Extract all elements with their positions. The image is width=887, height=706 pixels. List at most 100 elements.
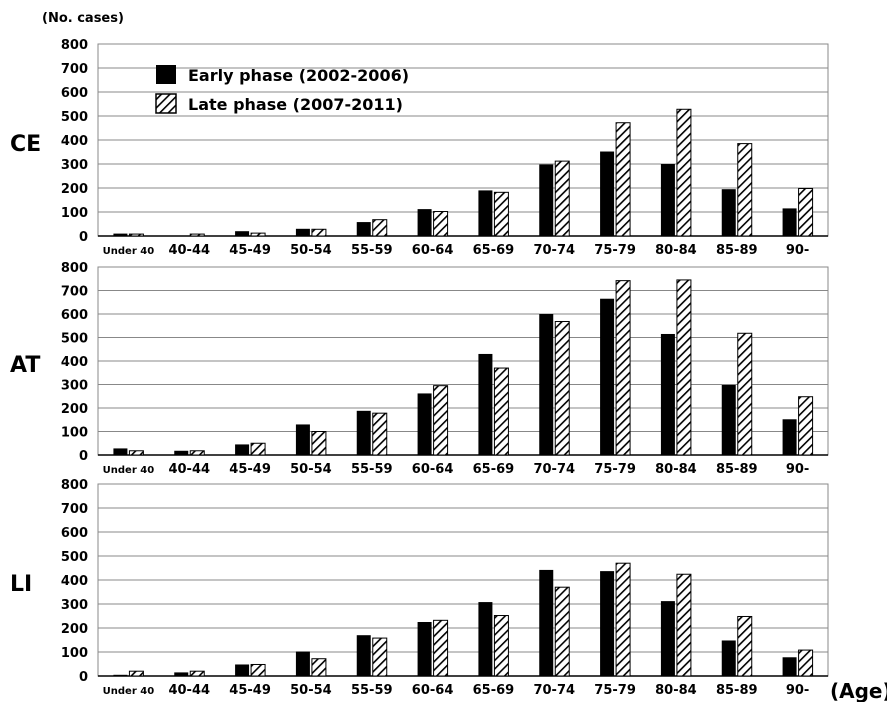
x-tick-label: 90-	[786, 243, 810, 258]
bar-early-2	[235, 664, 249, 676]
bar-late-9	[677, 280, 691, 455]
x-tick-label: 50-54	[290, 462, 332, 477]
legend-swatch-early	[156, 65, 176, 84]
y-tick-label: 400	[61, 134, 88, 149]
y-tick-label: 500	[61, 550, 88, 565]
x-tick-label: Under 40	[103, 246, 155, 257]
bar-late-5	[434, 386, 448, 455]
x-tick-label: 70-74	[533, 462, 575, 477]
x-tick-label: 80-84	[655, 462, 697, 477]
bar-late-10	[738, 333, 752, 455]
bar-early-9	[661, 164, 675, 236]
legend-label-late: Late phase (2007-2011)	[188, 95, 403, 114]
x-tick-label: 85-89	[716, 243, 758, 258]
bar-early-11	[783, 419, 797, 455]
y-tick-label: 200	[61, 622, 88, 637]
x-tick-label: 65-69	[473, 683, 515, 698]
panel-label: LI	[10, 572, 32, 597]
bar-late-8	[616, 123, 630, 236]
bar-early-10	[722, 385, 736, 455]
y-tick-label: 800	[61, 478, 88, 493]
y-tick-label: 300	[61, 598, 88, 613]
y-tick-label: 300	[61, 379, 88, 394]
bar-late-2	[251, 233, 265, 236]
bar-early-3	[296, 229, 310, 236]
y-tick-label: 600	[61, 86, 88, 101]
bar-early-6	[478, 190, 492, 236]
bar-late-6	[494, 368, 508, 455]
bar-early-1	[174, 672, 188, 676]
bar-late-7	[555, 587, 569, 676]
bar-late-11	[799, 188, 813, 236]
x-tick-label: 65-69	[473, 462, 515, 477]
x-tick-label: 75-79	[594, 683, 636, 698]
bar-late-0	[129, 234, 143, 236]
y-tick-label: 400	[61, 355, 88, 370]
panel-label: CE	[10, 132, 41, 157]
bar-late-10	[738, 144, 752, 236]
bar-early-6	[478, 602, 492, 676]
x-tick-label: 60-64	[412, 462, 454, 477]
bar-early-0	[113, 675, 127, 676]
bar-early-2	[235, 231, 249, 236]
bar-early-1	[174, 451, 188, 455]
x-tick-label: 60-64	[412, 243, 454, 258]
x-tick-label: 40-44	[168, 462, 210, 477]
x-tick-label: 45-49	[229, 462, 271, 477]
bar-early-9	[661, 601, 675, 676]
x-tick-label: 55-59	[351, 683, 393, 698]
x-tick-label: Under 40	[103, 465, 155, 476]
bar-early-0	[113, 448, 127, 455]
bar-late-2	[251, 664, 265, 676]
y-tick-label: 300	[61, 158, 88, 173]
y-tick-label: 600	[61, 526, 88, 541]
bar-early-8	[600, 152, 614, 236]
bar-late-4	[373, 638, 387, 676]
x-tick-label: 40-44	[168, 243, 210, 258]
bar-early-4	[357, 411, 371, 455]
bar-early-4	[357, 222, 371, 236]
y-tick-label: 700	[61, 502, 88, 517]
bar-early-4	[357, 635, 371, 676]
x-tick-label: 45-49	[229, 683, 271, 698]
bar-late-1	[190, 671, 204, 676]
x-tick-label: 85-89	[716, 462, 758, 477]
x-tick-label: 70-74	[533, 683, 575, 698]
bar-early-3	[296, 424, 310, 455]
x-tick-label: 70-74	[533, 243, 575, 258]
y-tick-label: 200	[61, 402, 88, 417]
legend-label-early: Early phase (2002-2006)	[188, 66, 409, 85]
bar-early-10	[722, 640, 736, 676]
x-tick-label: 55-59	[351, 462, 393, 477]
x-tick-label: 65-69	[473, 243, 515, 258]
bar-late-8	[616, 281, 630, 455]
bar-late-9	[677, 574, 691, 676]
x-tick-label: 55-59	[351, 243, 393, 258]
bar-late-11	[799, 650, 813, 676]
y-tick-label: 500	[61, 110, 88, 125]
legend: Early phase (2002-2006) Late phase (2007…	[156, 65, 409, 114]
x-tick-label: 60-64	[412, 683, 454, 698]
bar-early-3	[296, 652, 310, 676]
bar-early-5	[418, 393, 432, 455]
x-tick-label: 75-79	[594, 243, 636, 258]
bar-late-8	[616, 563, 630, 676]
x-tick-label: 80-84	[655, 243, 697, 258]
y-tick-label: 700	[61, 285, 88, 300]
y-tick-label: 500	[61, 332, 88, 347]
bar-early-8	[600, 299, 614, 455]
bar-early-7	[539, 164, 553, 236]
bar-late-1	[190, 451, 204, 455]
y-tick-label: 100	[61, 646, 88, 661]
bar-late-4	[373, 413, 387, 455]
y-tick-label: 100	[61, 426, 88, 441]
x-tick-label: Under 40	[103, 686, 155, 697]
y-tick-label: 800	[61, 261, 88, 276]
bar-late-9	[677, 109, 691, 236]
bar-late-6	[494, 616, 508, 676]
y-tick-label: 0	[79, 449, 88, 464]
